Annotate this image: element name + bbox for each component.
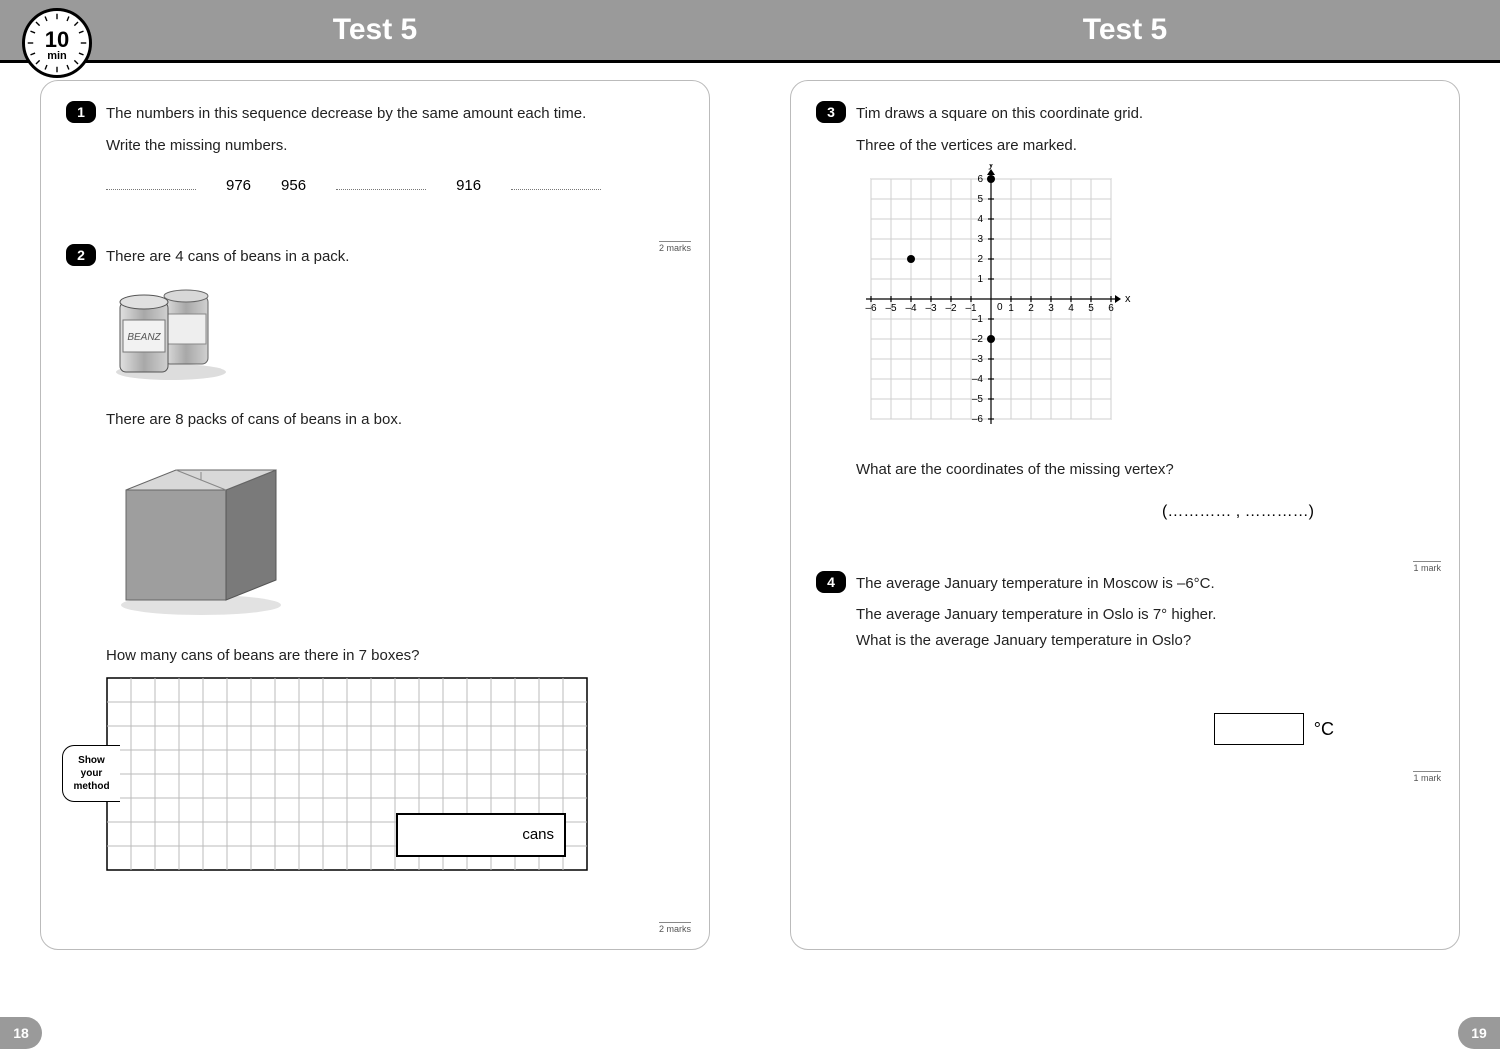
svg-text:1: 1 (1008, 303, 1014, 314)
svg-text:5: 5 (977, 194, 983, 205)
svg-text:6: 6 (1108, 303, 1114, 314)
svg-text:–6: –6 (865, 303, 877, 314)
svg-text:–3: –3 (972, 354, 984, 365)
svg-text:BEANZ: BEANZ (127, 332, 161, 343)
q3-line1: Tim draws a square on this coordinate gr… (856, 101, 1143, 127)
timer-badge: 10 min (22, 8, 92, 78)
q4-marks: 1 mark (1413, 771, 1441, 783)
q4-unit: °C (1314, 719, 1334, 740)
q4-answer-row: °C (816, 713, 1334, 745)
q1-marks: 2 marks (659, 241, 691, 253)
svg-text:–6: –6 (972, 414, 984, 425)
q3-marks: 1 mark (1413, 561, 1441, 573)
page-left: 1 The numbers in this sequence decrease … (0, 70, 750, 950)
q1-sequence: 976 956 916 (106, 176, 684, 194)
q2-marks: 2 marks (659, 922, 691, 934)
svg-text:y: y (988, 164, 994, 170)
page-right: 3 Tim draws a square on this coordinate … (750, 70, 1500, 950)
q2-answer-box[interactable]: cans (396, 813, 566, 857)
card-right: 3 Tim draws a square on this coordinate … (790, 80, 1460, 950)
svg-text:–1: –1 (965, 303, 977, 314)
svg-text:3: 3 (977, 234, 983, 245)
q4-line2: The average January temperature in Oslo … (856, 602, 1434, 628)
svg-text:x: x (1125, 293, 1131, 305)
svg-text:0: 0 (997, 302, 1003, 313)
q1-val1: 976 (226, 177, 251, 194)
q3-coordinate-grid: –6 –5 –4 –3 –2 –1 1 2 3 4 5 6 6 5 4 3 2 1 –1 –2 –3 –4 –5 –6 0 x y (856, 164, 1136, 434)
svg-text:4: 4 (1068, 303, 1074, 314)
q1-val3: 916 (456, 177, 481, 194)
svg-text:3: 3 (1048, 303, 1054, 314)
svg-text:–3: –3 (925, 303, 937, 314)
svg-text:–2: –2 (972, 334, 984, 345)
svg-text:–5: –5 (885, 303, 897, 314)
timer-ticks-icon (25, 11, 89, 75)
q3-line3: What are the coordinates of the missing … (856, 457, 1434, 483)
q4-line1: The average January temperature in Mosco… (856, 571, 1215, 597)
q2-line3: How many cans of beans are there in 7 bo… (106, 643, 684, 669)
q2-line2: There are 8 packs of cans of beans in a … (106, 407, 684, 433)
q1-line1: The numbers in this sequence decrease by… (106, 101, 586, 127)
q4-number: 4 (816, 571, 846, 593)
show-method-label: Showyourmethod (62, 745, 120, 802)
svg-text:–1: –1 (972, 314, 984, 325)
q3-number: 3 (816, 101, 846, 123)
header-divider (0, 60, 1500, 63)
q1-number: 1 (66, 101, 96, 123)
header-title-left: Test 5 (333, 13, 417, 47)
header-title-right: Test 5 (1083, 13, 1167, 47)
q1-blank2[interactable] (336, 176, 426, 190)
q3-answer-hint[interactable]: (………… , …………) (856, 503, 1434, 521)
header-bar: Test 5 Test 5 (0, 0, 1500, 60)
q2-ans-label: cans (522, 826, 554, 843)
svg-text:2: 2 (1028, 303, 1034, 314)
svg-text:4: 4 (977, 214, 983, 225)
q1-blank3[interactable] (511, 176, 601, 190)
box-illustration-icon (106, 440, 296, 620)
page-number-left: 18 (0, 1017, 42, 1049)
card-left: 1 The numbers in this sequence decrease … (40, 80, 710, 950)
svg-text:1: 1 (977, 274, 983, 285)
svg-text:–2: –2 (945, 303, 957, 314)
q4-answer-box[interactable] (1214, 713, 1304, 745)
q2-number: 2 (66, 244, 96, 266)
svg-text:–4: –4 (972, 374, 984, 385)
q2-workgrid-wrap: Showyourmethod cans (106, 677, 684, 876)
svg-text:2: 2 (977, 254, 983, 265)
q1-line2: Write the missing numbers. (106, 133, 684, 159)
svg-text:5: 5 (1088, 303, 1094, 314)
svg-text:6: 6 (977, 174, 983, 185)
q2-line1: There are 4 cans of beans in a pack. (106, 244, 349, 270)
q1-val2: 956 (281, 177, 306, 194)
q4-line3: What is the average January temperature … (856, 628, 1434, 654)
q1-blank1[interactable] (106, 176, 196, 190)
q3-line2: Three of the vertices are marked. (856, 133, 1434, 159)
svg-text:–5: –5 (972, 394, 984, 405)
page-number-right: 19 (1458, 1017, 1500, 1049)
cans-illustration-icon: BEANZ (106, 284, 236, 384)
svg-text:–4: –4 (905, 303, 917, 314)
